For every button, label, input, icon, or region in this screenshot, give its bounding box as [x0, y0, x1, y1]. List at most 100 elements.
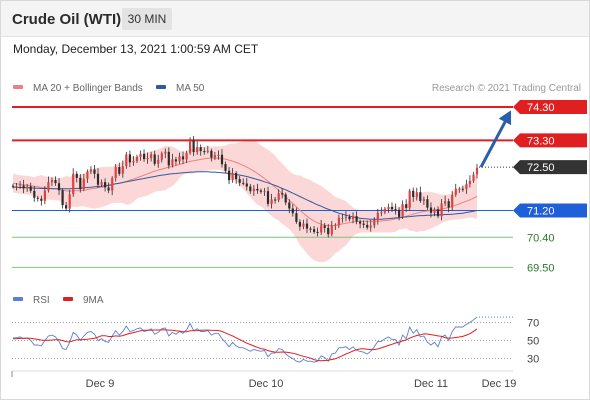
candle-down — [461, 188, 464, 190]
candle-up — [465, 184, 468, 190]
candle-down — [256, 188, 259, 191]
candle-down — [153, 154, 156, 164]
candle-down — [54, 180, 57, 184]
candle-down — [167, 151, 170, 166]
candle-up — [458, 188, 461, 190]
candle-down — [33, 190, 36, 198]
level-tag-74.30 — [513, 100, 587, 114]
level-label-73.30: 73.30 — [527, 135, 555, 147]
candle-up — [43, 190, 46, 201]
level-label-70.40: 70.40 — [527, 232, 555, 244]
candle-down — [362, 223, 365, 225]
candle-down — [192, 140, 195, 153]
candle-up — [111, 178, 114, 191]
candle-down — [128, 154, 131, 163]
level-label-74.30: 74.30 — [527, 102, 555, 114]
legend-label-rsi: RSI — [33, 295, 50, 306]
rsi-line — [13, 316, 478, 363]
candle-up — [341, 217, 344, 219]
candle-down — [61, 190, 64, 206]
candle-up — [114, 167, 117, 179]
level-tag-71.20 — [513, 203, 587, 218]
candle-up — [231, 173, 234, 181]
candle-down — [65, 205, 68, 209]
candle-down — [394, 209, 397, 211]
candle-down — [143, 153, 146, 160]
level-label-72.50: 72.50 — [527, 162, 555, 174]
candle-up — [139, 153, 142, 157]
candle-down — [419, 192, 422, 201]
candle-up — [206, 150, 209, 152]
level-tag-72.50 — [513, 160, 587, 175]
candle-down — [429, 207, 433, 213]
candle-down — [447, 201, 450, 208]
candle-up — [132, 161, 135, 163]
candle-down — [359, 221, 362, 224]
candle-up — [334, 225, 337, 227]
candle-down — [238, 179, 241, 183]
target-arrow — [479, 110, 512, 168]
legend-swatch-rsi — [13, 297, 23, 301]
candle-down — [210, 150, 213, 158]
candle-up — [440, 203, 443, 217]
candle-down — [36, 197, 39, 199]
candle-down — [181, 156, 185, 160]
candle-up — [135, 156, 139, 162]
candle-down — [11, 185, 15, 187]
x-tick-label: Dec 10 — [249, 378, 284, 390]
candle-down — [220, 154, 224, 165]
candle-down — [96, 173, 100, 185]
candle-down — [104, 182, 107, 188]
candle-down — [245, 183, 248, 187]
x-tick-label: Dec 11 — [414, 378, 448, 390]
candle-down — [93, 169, 96, 174]
candle-up — [263, 191, 266, 193]
legend-label-ma50: MA 50 — [176, 83, 205, 94]
candle-up — [401, 204, 404, 217]
candle-down — [29, 186, 32, 191]
candle-down — [398, 209, 401, 217]
arrow-shaft — [479, 117, 509, 168]
rsi-panel: 70 50 30 — [12, 316, 539, 366]
timeframe-badge[interactable]: 30 MIN — [122, 8, 172, 30]
level-label-71.20: 71.20 — [527, 206, 555, 218]
candle-up — [86, 171, 89, 179]
candle-up — [302, 223, 305, 227]
candle-down — [355, 216, 358, 222]
candle-down — [305, 223, 309, 229]
rsi-tick-label: 70 — [527, 318, 539, 330]
candle-down — [259, 190, 262, 192]
candle-down — [281, 193, 284, 195]
candle-down — [266, 191, 270, 204]
legend-swatch-ma50 — [156, 85, 166, 89]
candle-up — [376, 212, 379, 220]
candle-up — [475, 167, 479, 175]
candle-down — [323, 225, 326, 228]
legend-label-9ma: 9MA — [83, 295, 104, 306]
candle-up — [121, 166, 124, 174]
candle-up — [178, 156, 181, 162]
candlesticks — [11, 135, 479, 238]
candle-up — [72, 173, 75, 195]
legend-label-ma20: MA 20 + Bollinger Bands — [33, 83, 143, 94]
x-tick-label: Dec 19 — [482, 378, 517, 390]
candle-up — [451, 194, 454, 208]
candle-up — [433, 209, 436, 213]
candle-up — [47, 182, 50, 191]
bollinger-bands — [13, 140, 477, 263]
candle-up — [344, 216, 347, 218]
candle-up — [171, 159, 174, 166]
rsi-tick-label: 50 — [527, 336, 539, 348]
rsi-9ma-line — [12, 328, 478, 362]
candle-up — [472, 174, 475, 181]
legend-swatch-9ma — [63, 297, 73, 301]
candle-up — [408, 190, 411, 208]
candle-up — [50, 180, 54, 183]
candle-down — [249, 186, 252, 192]
candle-down — [203, 151, 206, 153]
candle-up — [380, 212, 383, 214]
candle-down — [288, 202, 291, 209]
candle-down — [118, 167, 121, 174]
candle-up — [196, 147, 199, 153]
